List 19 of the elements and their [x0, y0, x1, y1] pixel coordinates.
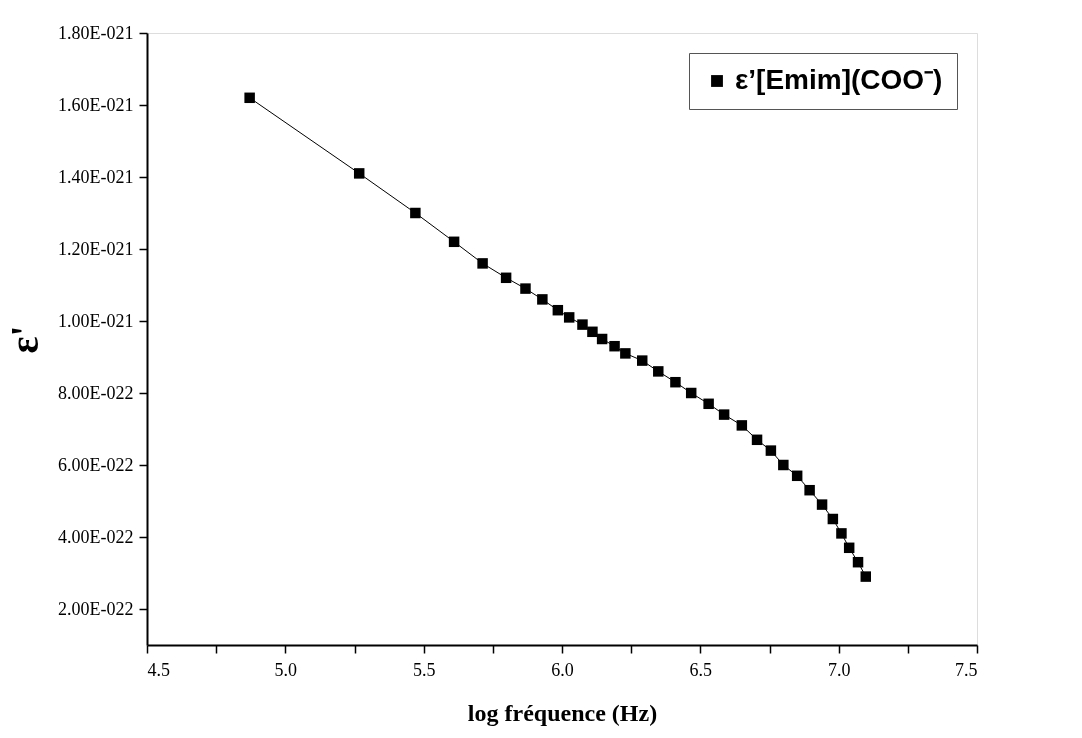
y-tick-label: 1.20E-021: [58, 238, 134, 259]
y-tick-label: 8.00E-022: [58, 382, 134, 403]
y-tick-label: 2.00E-022: [58, 598, 134, 619]
x-tick-label: 5.0: [274, 659, 298, 680]
y-tick-label: 6.00E-022: [58, 454, 134, 475]
x-tick-label: 6.0: [551, 659, 574, 680]
y-tick-label: 1.80E-021: [58, 22, 134, 43]
x-tick-label: 5.5: [412, 659, 436, 680]
legend-label: ε’[Emim](COO⁻): [735, 64, 943, 95]
y-tick-label: 1.40E-021: [58, 166, 134, 187]
y-axis-title: ε': [2, 325, 48, 354]
x-tick-label: 7.0: [827, 659, 851, 680]
y-tick-label: 4.00E-022: [58, 526, 134, 547]
y-tick-label: 1.60E-021: [58, 94, 134, 115]
y-tick-label: 1.00E-021: [58, 310, 134, 331]
x-tick-label: 7.5: [955, 659, 978, 680]
x-tick-label: 4.5: [147, 659, 170, 680]
x-axis-title: log fréquence (Hz): [467, 699, 658, 726]
x-tick-label: 6.5: [689, 659, 713, 680]
